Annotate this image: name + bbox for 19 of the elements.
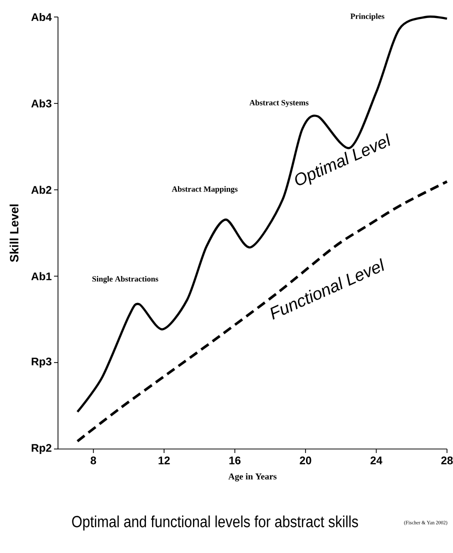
x-tick-label: 24 <box>370 456 382 464</box>
x-tick-label: 12 <box>158 456 170 464</box>
text: Ab1 <box>31 272 52 280</box>
x-tick-label: 8 <box>90 456 96 464</box>
x-tick-label: 28 <box>441 456 453 464</box>
x-tick-label: 20 <box>300 456 312 464</box>
text: Ab4 <box>31 12 52 22</box>
x-tick-label: 16 <box>229 456 241 464</box>
text: Ab2 <box>31 186 52 194</box>
annotation: Abstract Systems <box>249 100 308 108</box>
annotation: Single Abstractions <box>92 276 158 284</box>
annotation: Abstract Mappings <box>172 186 238 194</box>
text: Optimal and functional levels for abstract skills <box>72 515 358 530</box>
y-axis-title: Skill Level <box>10 204 18 262</box>
text: Rp3 <box>32 358 52 368</box>
annotation: Principles <box>350 13 384 21</box>
text: Rp2 <box>32 444 52 454</box>
text: Ab3 <box>31 99 52 108</box>
x-axis-title: Age in Years <box>228 473 277 482</box>
